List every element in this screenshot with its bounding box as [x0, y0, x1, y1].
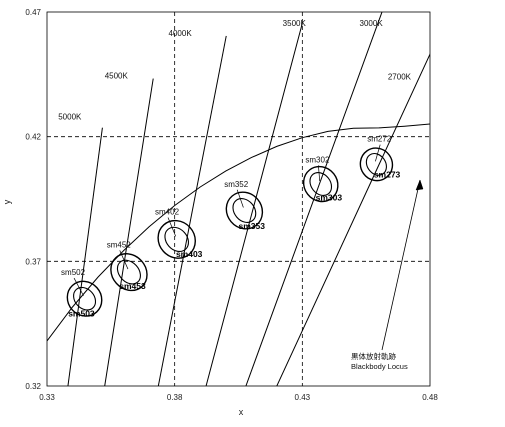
ellipse-outer-sm503: [66, 280, 103, 317]
isotemperature-label: 3000K: [360, 19, 384, 28]
ellipse-label-leader: [236, 189, 244, 208]
ellipse-group-sm353: [225, 191, 264, 230]
ellipse-outer-sm453: [110, 253, 148, 292]
plot-frame: [46, 11, 431, 387]
isotemperature-line-4500k: [104, 78, 154, 386]
isotemperature-line-4000k: [157, 35, 227, 386]
ellipse-label-bold: sm503: [68, 308, 95, 318]
gridlines: [47, 12, 430, 386]
ellipse-label-bold: sm453: [119, 281, 146, 291]
ellipse-label-small: sm452: [107, 240, 132, 249]
ellipse-label-small: sm302: [305, 155, 330, 164]
blackbody-locus-curve: [47, 123, 430, 342]
ellipse-group-sm503: [66, 280, 103, 317]
ellipse-inner-sm352: [232, 198, 257, 223]
x-tick-label: 0.48: [422, 393, 438, 402]
ellipse-inner-sm452: [116, 259, 141, 285]
ellipse-inner-sm402: [164, 226, 190, 253]
ellipse-label-leader: [318, 165, 321, 182]
y-tick-label: 0.37: [25, 257, 41, 266]
ellipse-outer-sm353: [225, 191, 264, 230]
isotemperature-label: 4000K: [169, 29, 193, 38]
ellipse-label-bold: sm273: [374, 170, 401, 180]
isotemperature-line-2700k: [276, 52, 430, 386]
isotemperature-line-3500k: [205, 23, 303, 386]
ellipse-inner-sm302: [309, 172, 333, 197]
ellipse-label-leader: [167, 217, 177, 237]
ellipse-groups: [66, 147, 394, 317]
annotations: 5000K 4500K 4000K 3500K 3000K 2700K sm502 sm503…: [58, 19, 424, 371]
ellipse-label-small: sm272: [367, 135, 392, 144]
blackbody-label-arrowhead: [415, 179, 424, 191]
ellipse-label-bold: sm353: [239, 221, 266, 231]
ellipse-label-leader: [119, 250, 129, 270]
x-tick-label: 0.33: [39, 393, 55, 402]
ellipse-label-leader: [375, 144, 381, 162]
blackbody-label-jp: 黒体放射軌跡: [351, 351, 396, 361]
x-axis-title: x: [239, 407, 244, 417]
isotemperature-label: 5000K: [58, 113, 82, 122]
blackbody-locus: [47, 123, 430, 342]
y-tick-label: 0.47: [25, 8, 41, 17]
y-axis-title: y: [2, 199, 12, 204]
x-tick-label: 0.38: [167, 393, 183, 402]
y-tick-label: 0.42: [25, 133, 41, 142]
isotemperature-label: 4500K: [105, 72, 129, 81]
ellipse-label-small: sm402: [155, 207, 180, 216]
x-tick-label: 0.43: [295, 393, 311, 402]
ellipse-label-small: sm352: [224, 180, 249, 189]
isotemperature-label: 3500K: [283, 19, 307, 28]
ellipse-label-bold: sm403: [176, 249, 203, 259]
isotemperature-lines: [67, 12, 430, 386]
ellipse-outer-sm403: [157, 219, 196, 259]
tick-labels: 0.33 0.38 0.43 0.48 0.32 0.37 0.42 0.47: [25, 8, 438, 402]
y-tick-label: 0.32: [25, 382, 41, 391]
blackbody-label-en: Blackbody Locus: [351, 362, 408, 371]
ellipse-inner-sm502: [73, 286, 97, 311]
ellipse-label-small: sm502: [61, 268, 86, 277]
ellipse-group-sm273: [359, 147, 394, 182]
isotemperature-label: 2700K: [388, 73, 412, 82]
ellipse-group-sm453: [110, 253, 148, 292]
ellipse-outer-sm303: [302, 165, 339, 203]
ellipse-group-sm403: [157, 219, 196, 259]
ellipse-inner-sm272: [365, 152, 387, 176]
ellipse-group-sm303: [302, 165, 339, 203]
ellipse-outer-sm273: [359, 147, 394, 182]
blackbody-label-arrow: [381, 179, 421, 351]
ellipse-label-bold: sm303: [316, 193, 343, 203]
ellipse-label-leader: [73, 277, 84, 296]
isotemperature-line-5000k: [67, 127, 103, 386]
plot-frame-rect: [46, 11, 431, 387]
